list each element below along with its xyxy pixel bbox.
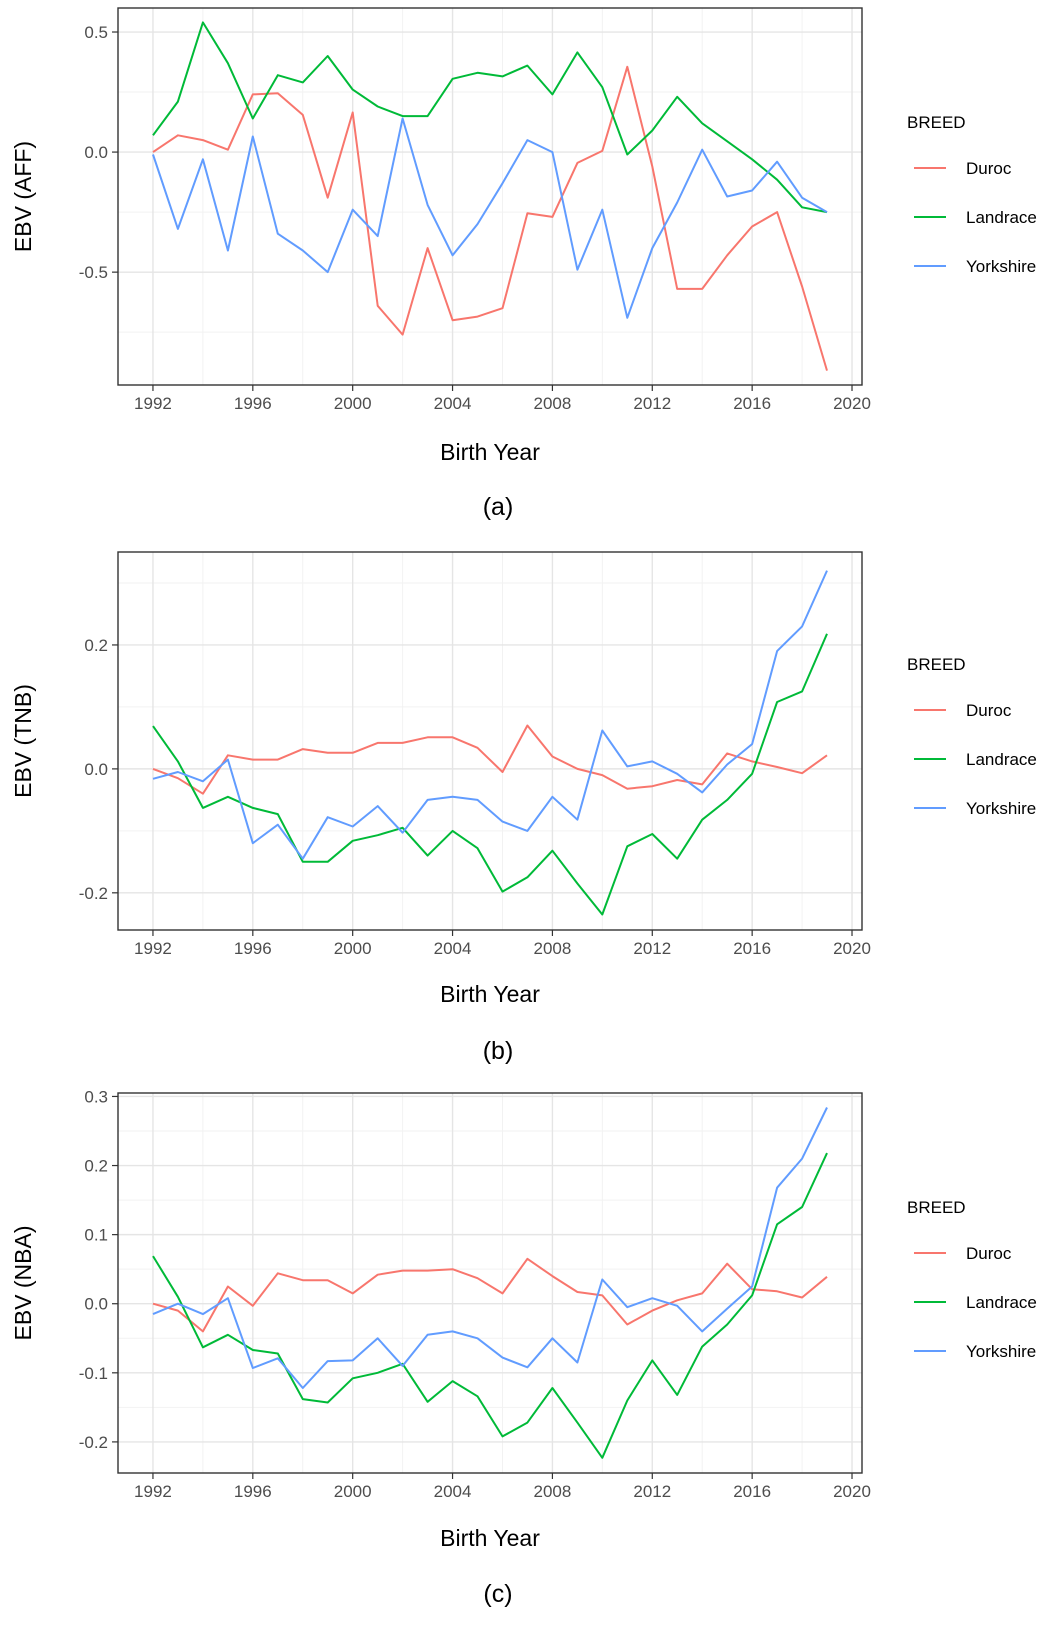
legend-label-duroc: Duroc — [966, 159, 1012, 178]
x-tick-label: 1992 — [134, 1482, 172, 1501]
y-tick-label: 0.0 — [84, 1295, 108, 1314]
legend: BREED Duroc Landrace Yorkshire — [907, 113, 1037, 276]
y-axis-title: EBV (TNB) — [10, 684, 36, 798]
legend-label-landrace: Landrace — [966, 1293, 1037, 1312]
y-axis-title: EBV (NBA) — [10, 1225, 36, 1340]
plot-border — [117, 1092, 863, 1474]
series-line-duroc — [152, 724, 828, 795]
y-tick-label: 0.0 — [84, 760, 108, 779]
x-tick-label: 2008 — [534, 939, 572, 958]
x-tick-label: 2004 — [434, 939, 472, 958]
y-tick-label: 0.3 — [84, 1087, 108, 1106]
x-tick-label: 1996 — [234, 394, 272, 413]
legend-label-duroc: Duroc — [966, 701, 1012, 720]
series-line-yorkshire — [152, 570, 828, 860]
x-tick-label: 1992 — [134, 394, 172, 413]
x-tick-label: 2012 — [633, 939, 671, 958]
plot-border — [117, 551, 863, 931]
y-tick-label: 0.2 — [84, 636, 108, 655]
x-tick-label: 2020 — [833, 394, 871, 413]
legend-label-yorkshire: Yorkshire — [966, 257, 1036, 276]
legend-title: BREED — [907, 655, 966, 674]
y-tick-label: -0.2 — [79, 884, 108, 903]
x-tick-label: 2004 — [434, 1482, 472, 1501]
panel-caption: (a) — [483, 493, 514, 521]
x-tick-label: 2012 — [633, 394, 671, 413]
x-tick-label: 1996 — [234, 1482, 272, 1501]
x-tick-label: 2016 — [733, 394, 771, 413]
panel-caption: (c) — [483, 1580, 512, 1608]
x-tick-label: 2000 — [334, 394, 372, 413]
plot-background — [118, 1093, 862, 1473]
y-tick-label: 0.1 — [84, 1226, 108, 1245]
series-line-landrace — [152, 1152, 828, 1459]
x-axis-title: Birth Year — [440, 439, 540, 465]
y-tick-label: -0.1 — [79, 1364, 108, 1383]
plot-background — [118, 552, 862, 930]
x-tick-label: 2000 — [334, 1482, 372, 1501]
y-tick-label: 0.0 — [84, 143, 108, 162]
x-tick-label: 2016 — [733, 939, 771, 958]
series-line-landrace — [152, 21, 828, 214]
x-tick-label: 2008 — [534, 1482, 572, 1501]
x-tick-label: 2016 — [733, 1482, 771, 1501]
legend-label-landrace: Landrace — [966, 750, 1037, 769]
x-tick-label: 2020 — [833, 1482, 871, 1501]
y-tick-label: -0.2 — [79, 1433, 108, 1452]
y-tick-label: 0.5 — [84, 23, 108, 42]
x-tick-label: 2008 — [534, 394, 572, 413]
series-line-yorkshire — [152, 1107, 828, 1389]
panel-caption: (b) — [483, 1037, 514, 1065]
series-line-yorkshire — [152, 117, 828, 319]
plot-background — [118, 8, 862, 385]
x-axis-title: Birth Year — [440, 1525, 540, 1551]
chart-panel-2: 1992 1996 2000 2004 2008 2012 2016 2020 -0.2 0.0 0… — [10, 551, 1037, 1065]
legend-label-landrace: Landrace — [966, 208, 1037, 227]
legend-label-yorkshire: Yorkshire — [966, 799, 1036, 818]
x-tick-label: 2020 — [833, 939, 871, 958]
x-tick-label: 1992 — [134, 939, 172, 958]
x-tick-label: 1996 — [234, 939, 272, 958]
legend-title: BREED — [907, 1198, 966, 1217]
chart-panel-3: 1992 1996 2000 2004 2008 2012 2016 2020 -0.2 -0.1… — [10, 1087, 1037, 1608]
x-tick-label: 2000 — [334, 939, 372, 958]
legend: BREED Duroc Landrace Yorkshire — [907, 655, 1037, 818]
y-axis-title: EBV (AFF) — [10, 141, 36, 252]
y-tick-label: 0.2 — [84, 1157, 108, 1176]
plot-border — [117, 7, 863, 386]
series-line-duroc — [152, 65, 828, 371]
chart-panel-1: 1992 1996 2000 2004 2008 2012 2016 2020 -0.5 0.0 0… — [10, 7, 1037, 521]
x-tick-label: 2012 — [633, 1482, 671, 1501]
legend-title: BREED — [907, 113, 966, 132]
legend-label-duroc: Duroc — [966, 1244, 1012, 1263]
x-axis-title: Birth Year — [440, 981, 540, 1007]
legend: BREED Duroc Landrace Yorkshire — [907, 1198, 1037, 1361]
x-tick-label: 2004 — [434, 394, 472, 413]
series-line-duroc — [152, 1257, 828, 1333]
y-tick-label: -0.5 — [79, 263, 108, 282]
series-line-landrace — [152, 633, 828, 916]
legend-label-yorkshire: Yorkshire — [966, 1342, 1036, 1361]
